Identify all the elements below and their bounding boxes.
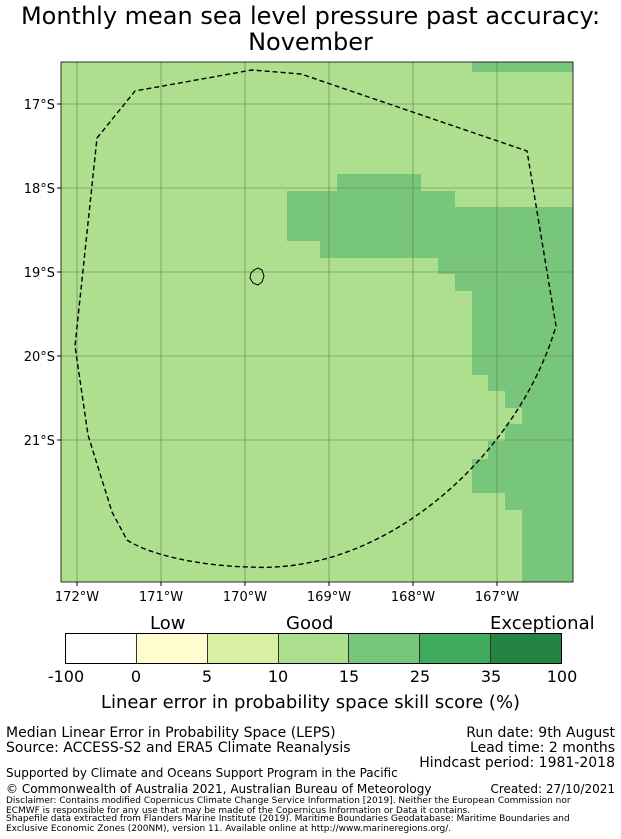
- axis-ticks: [57, 103, 498, 586]
- lat-label: 18°S: [24, 182, 55, 197]
- colorbar-segment: [207, 634, 279, 663]
- shapefile-line2: Exclusive Economic Zones (200NM), versio…: [6, 824, 452, 834]
- disclaimer-line1: Disclaimer: Contains modified Copernicus…: [6, 796, 571, 806]
- niue-island: [249, 267, 265, 286]
- category-label-good: Good: [286, 613, 334, 634]
- lon-label: 171°W: [139, 590, 183, 605]
- eez-boundary: [74, 69, 557, 568]
- lon-label: 167°W: [475, 590, 519, 605]
- lead-time-text: Lead time: 2 months: [470, 740, 615, 756]
- lon-label: 170°W: [223, 590, 267, 605]
- chart-title-line1: Monthly mean sea level pressure past acc…: [20, 2, 601, 30]
- colorbar-tick: 0: [130, 667, 142, 686]
- created-date-text: Created: 27/10/2021: [490, 782, 615, 796]
- lon-label: 172°W: [55, 590, 99, 605]
- colorbar-segment: [66, 634, 137, 663]
- run-date-text: Run date: 9th August: [466, 725, 615, 741]
- colorbar-title: Linear error in probability space skill …: [100, 692, 521, 713]
- map-frame: [60, 61, 574, 583]
- map-figure: 17°S 18°S 19°S 20°S 21°S 172°W 171°W 170…: [24, 61, 574, 605]
- copyright-text: © Commonwealth of Australia 2021, Austra…: [6, 782, 432, 796]
- high-skill-cell: [472, 62, 573, 72]
- high-skill-region: [287, 62, 573, 582]
- latitude-labels: 17°S 18°S 19°S 20°S 21°S: [24, 98, 55, 449]
- lat-label: 21°S: [24, 434, 55, 449]
- high-skill-cell: [438, 257, 573, 274]
- colorbar-segment: [420, 634, 492, 663]
- colorbar-tick: -100: [47, 667, 85, 686]
- chart-title-line2: November: [248, 28, 373, 56]
- colorbar-segment: [136, 634, 208, 663]
- category-label-exceptional: Exceptional: [490, 613, 595, 634]
- high-skill-cell: [472, 290, 573, 375]
- high-skill-cell: [455, 207, 573, 258]
- method-text: Median Linear Error in Probability Space…: [6, 725, 336, 741]
- colorbar-tick: 100: [546, 667, 578, 686]
- high-skill-cell: [337, 174, 421, 192]
- colorbar-segment: [278, 634, 350, 663]
- high-skill-cell: [522, 509, 573, 582]
- longitude-labels: 172°W 171°W 170°W 169°W 168°W 167°W: [55, 590, 519, 605]
- lat-label: 20°S: [24, 350, 55, 365]
- colorbar: [65, 633, 562, 664]
- high-skill-cell: [505, 424, 573, 442]
- shapefile-line1: Shapefile data extracted from Flanders M…: [6, 814, 570, 824]
- lon-label: 169°W: [307, 590, 351, 605]
- colorbar-tick: 5: [201, 667, 213, 686]
- graticule: [61, 62, 573, 582]
- lon-label: 168°W: [391, 590, 435, 605]
- high-skill-cell: [505, 390, 573, 408]
- high-skill-cell: [455, 273, 573, 291]
- colorbar-tick: 35: [480, 667, 502, 686]
- high-skill-cell: [488, 374, 573, 391]
- high-skill-cell: [320, 241, 455, 258]
- colorbar-segment: [491, 634, 562, 663]
- high-skill-cell: [522, 407, 573, 424]
- disclaimer-line2: ECMWF is responsible for any use that ma…: [6, 806, 471, 816]
- colorbar-tick: 10: [267, 667, 289, 686]
- lat-label: 17°S: [24, 98, 55, 113]
- colorbar-tick: 25: [409, 667, 431, 686]
- category-label-low: Low: [150, 613, 186, 634]
- high-skill-cell: [505, 492, 573, 510]
- lat-label: 19°S: [24, 266, 55, 281]
- high-skill-cell: [488, 441, 573, 460]
- colorbar-segment: [349, 634, 421, 663]
- hindcast-text: Hindcast period: 1981-2018: [419, 755, 615, 771]
- colorbar-tick: 15: [338, 667, 360, 686]
- high-skill-cell: [472, 459, 573, 493]
- high-skill-cell: [287, 191, 455, 241]
- source-text: Source: ACCESS-S2 and ERA5 Climate Reana…: [6, 740, 351, 756]
- support-text: Supported by Climate and Oceans Support …: [6, 766, 398, 780]
